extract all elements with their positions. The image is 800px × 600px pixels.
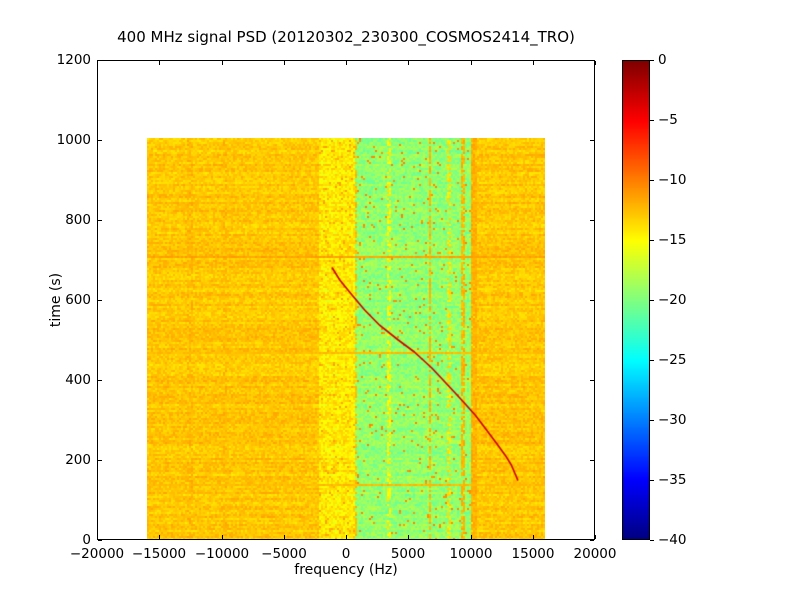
heatmap-image	[147, 138, 545, 540]
plot-border	[97, 60, 595, 540]
x-tick-label: 10000	[449, 546, 493, 562]
x-tick-label: 20000	[573, 546, 617, 562]
x-tick-label: −5000	[261, 546, 307, 562]
y-tick-label: 0	[82, 532, 91, 548]
colorbar-tick-label: −10	[658, 172, 687, 188]
y-tick-label: 400	[65, 372, 91, 388]
colorbar-tick-label: −25	[658, 352, 687, 368]
y-axis-label: time (s)	[48, 272, 64, 328]
x-tick-label: 0	[341, 546, 351, 562]
chart-title: 400 MHz signal PSD (20120302_230300_COSM…	[117, 28, 575, 46]
colorbar-tick-label: −5	[658, 112, 678, 128]
x-tick-label: 5000	[390, 546, 426, 562]
x-tick-label: −15000	[131, 546, 187, 562]
colorbar-tick-label: −30	[658, 412, 687, 428]
colorbar	[622, 60, 650, 540]
x-tick-label: −20000	[69, 546, 125, 562]
colorbar-tick-label: −20	[658, 292, 687, 308]
y-tick-label: 200	[65, 452, 91, 468]
y-tick-label: 800	[65, 212, 91, 228]
x-axis-label: frequency (Hz)	[294, 562, 398, 578]
colorbar-tick-label: −40	[658, 532, 687, 548]
y-tick-label: 600	[65, 292, 91, 308]
colorbar-tick-label: −35	[658, 472, 687, 488]
y-tick-label: 1200	[56, 52, 91, 68]
colorbar-tick-label: −15	[658, 232, 687, 248]
colorbar-tick-label: 0	[658, 52, 667, 68]
x-tick-label: −10000	[194, 546, 250, 562]
colorbar-gradient	[623, 61, 649, 539]
y-tick-label: 1000	[56, 132, 91, 148]
x-tick-label: 15000	[511, 546, 555, 562]
